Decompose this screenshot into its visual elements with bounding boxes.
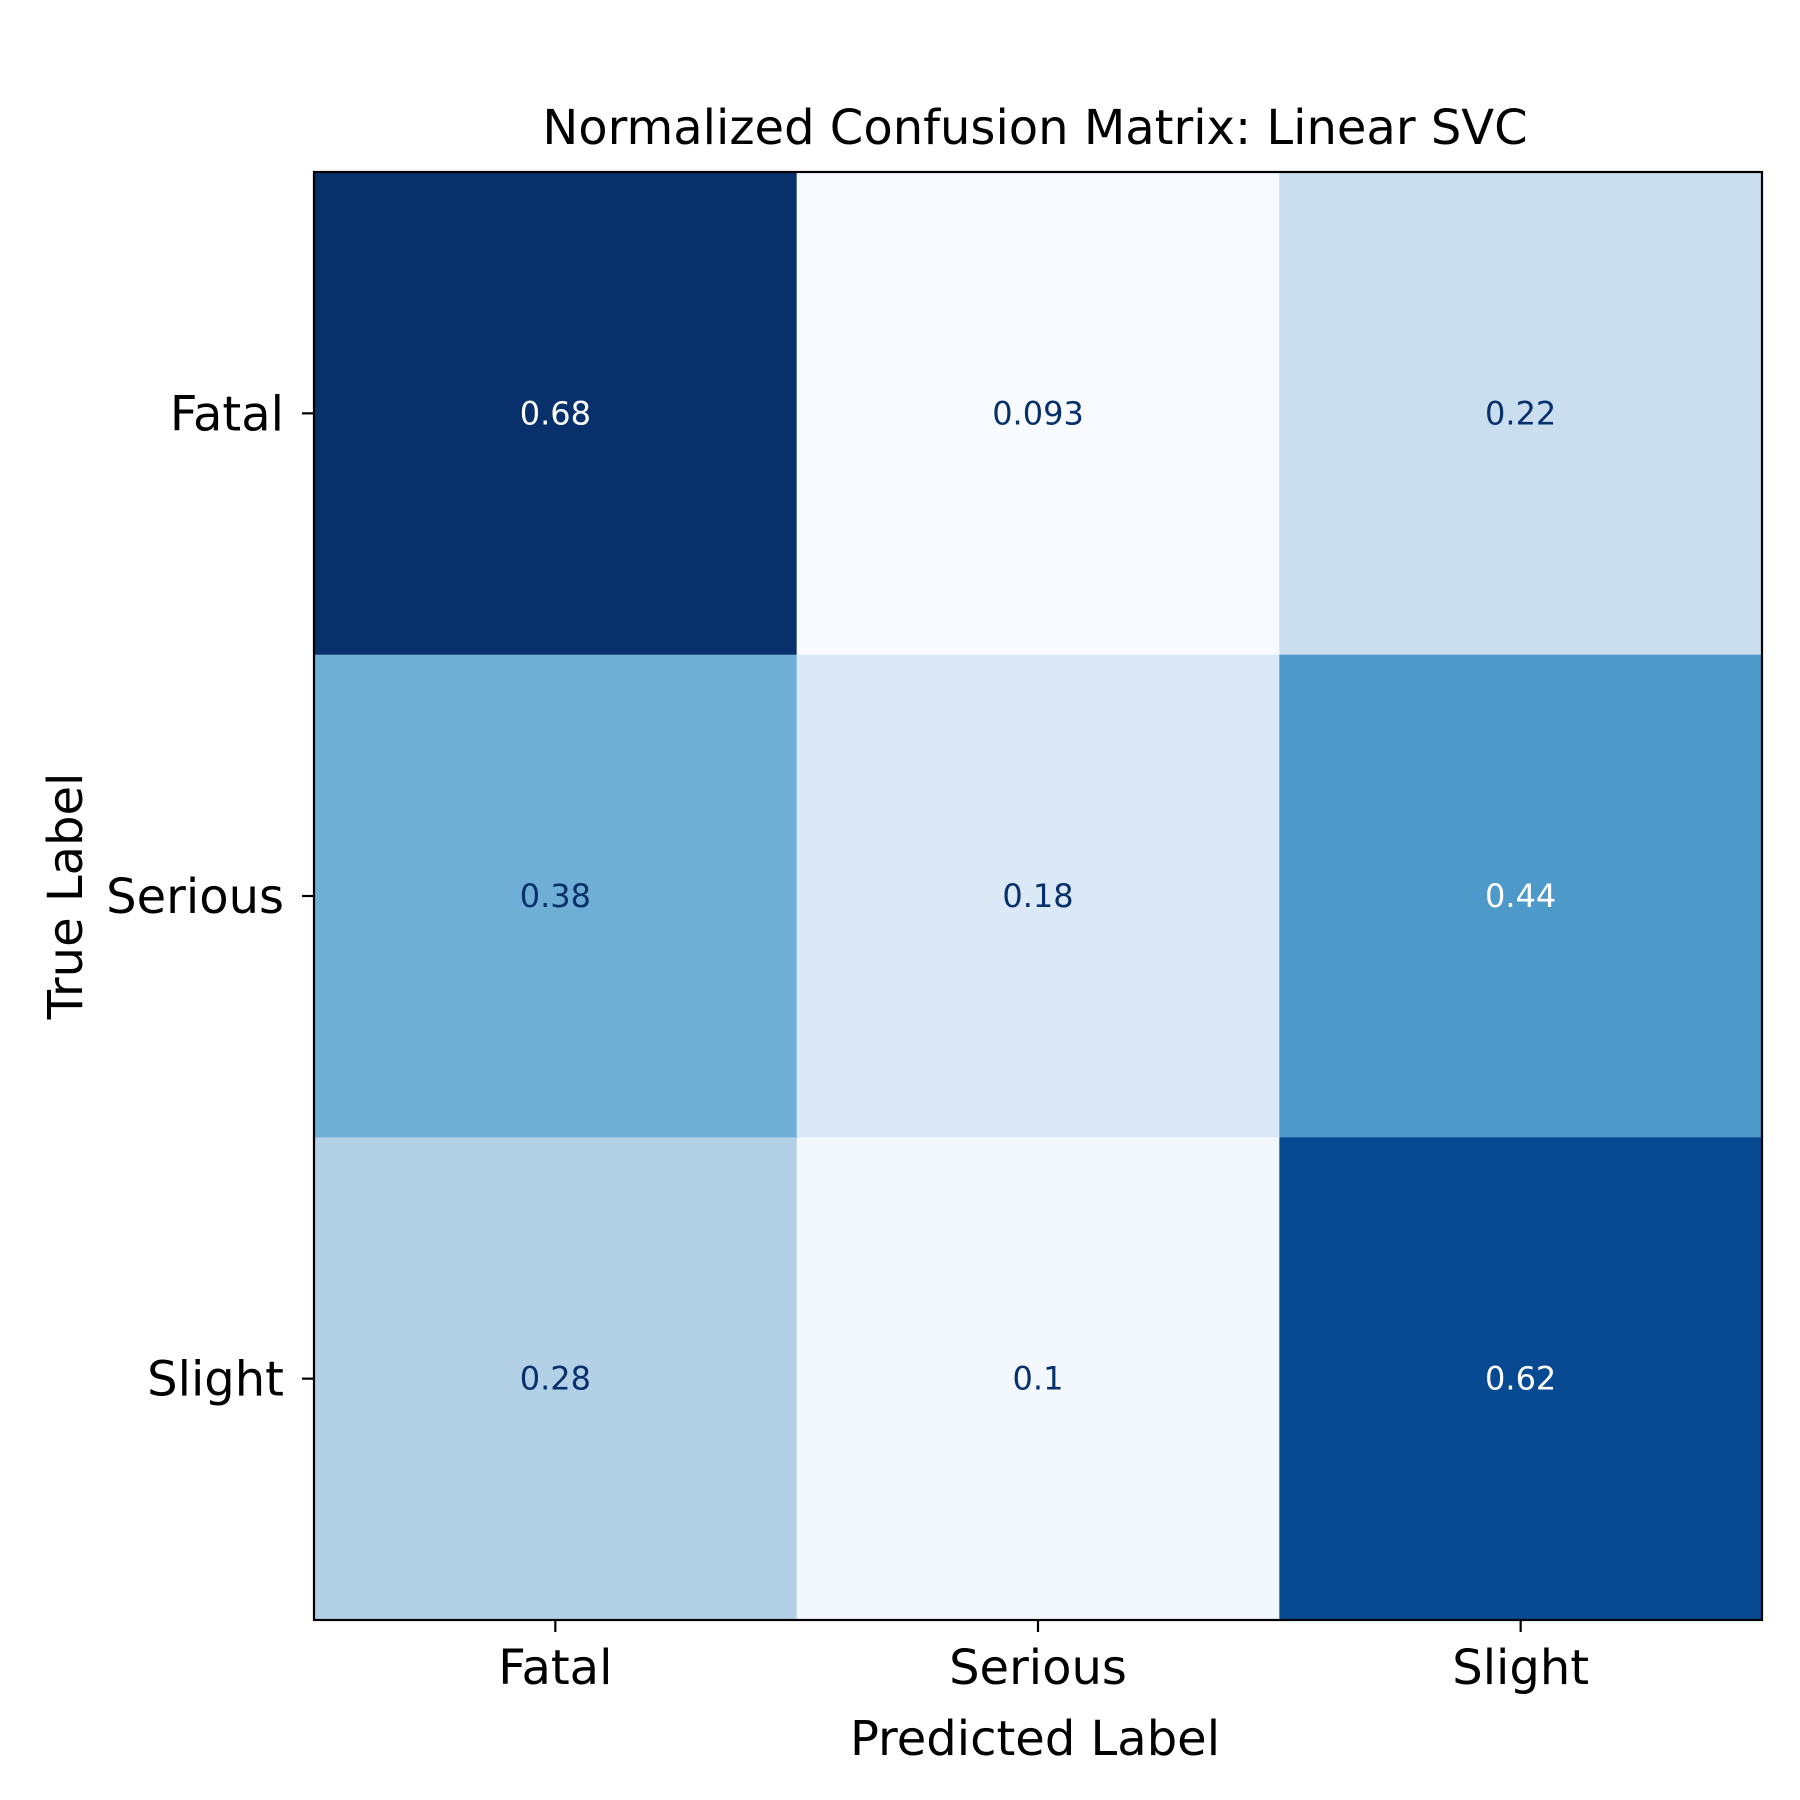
x-axis-ticks: Fatal Serious Slight xyxy=(498,1620,1589,1696)
heatmap-cell-slight-serious xyxy=(796,1137,1280,1621)
x-tick-label: Fatal xyxy=(498,1640,612,1696)
cell-value-label: 0.22 xyxy=(1485,394,1556,432)
cell-value-label: 0.38 xyxy=(520,877,591,915)
heatmap-cell-labels: 0.68 0.093 0.22 0.38 0.18 0.44 0.28 0.1 0.62 xyxy=(520,394,1557,1397)
y-tick-label: Serious xyxy=(106,869,284,925)
heatmap-cell-fatal-serious xyxy=(796,172,1280,656)
cell-value-label: 0.093 xyxy=(992,394,1084,432)
cell-value-label: 0.18 xyxy=(1002,877,1073,915)
cell-value-label: 0.1 xyxy=(1013,1360,1064,1398)
y-tick-label: Slight xyxy=(147,1352,284,1408)
heatmap-cells xyxy=(314,172,1763,1621)
heatmap-cell-slight-fatal xyxy=(314,1137,798,1621)
x-tick-label: Serious xyxy=(949,1640,1127,1696)
cell-value-label: 0.68 xyxy=(520,394,591,432)
heatmap-cell-fatal-fatal xyxy=(314,172,798,656)
x-tick-label: Slight xyxy=(1452,1640,1589,1696)
heatmap-cell-serious-fatal xyxy=(314,654,798,1138)
cell-value-label: 0.28 xyxy=(520,1360,591,1398)
cell-value-label: 0.44 xyxy=(1485,877,1556,915)
heatmap-cell-fatal-slight xyxy=(1279,172,1763,656)
x-axis-label: Predicted Label xyxy=(850,1711,1220,1767)
chart-title: Normalized Confusion Matrix: Linear SVC xyxy=(542,100,1527,156)
heatmap-cell-serious-slight xyxy=(1279,654,1763,1138)
y-axis-ticks: Fatal Serious Slight xyxy=(106,386,314,1408)
heatmap-cell-serious-serious xyxy=(796,654,1280,1138)
heatmap-cell-slight-slight xyxy=(1279,1137,1763,1621)
y-tick-label: Fatal xyxy=(170,386,284,442)
y-axis-label: True Label xyxy=(38,773,94,1021)
cell-value-label: 0.62 xyxy=(1485,1360,1556,1398)
